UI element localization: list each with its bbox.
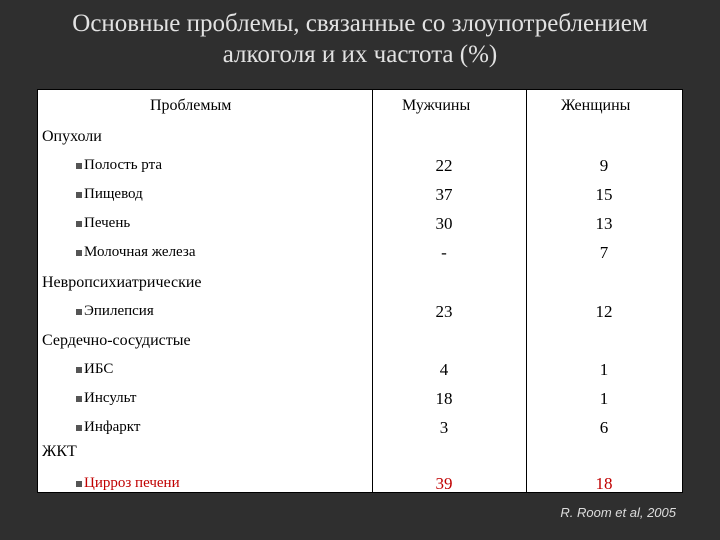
header-problems: Проблемым	[150, 97, 232, 114]
row-women-value: 7	[599, 243, 609, 262]
row-men-value: 23	[435, 302, 453, 321]
bullet-icon	[76, 425, 82, 431]
header-men: Мужчины	[402, 97, 471, 114]
table-row-highlighted: Цирроз печени 39 18	[38, 470, 682, 499]
table-row: Полость рта 22 9	[38, 152, 682, 181]
row-women-value: 1	[599, 389, 609, 408]
row-name: Молочная железа	[84, 244, 196, 260]
row-men-value: 4	[439, 360, 449, 379]
row-name: Печень	[84, 215, 131, 231]
table-row: ИБС 4 1	[38, 356, 682, 385]
bullet-icon	[76, 250, 82, 256]
bullet-icon	[76, 396, 82, 402]
row-women-value: 6	[599, 418, 609, 437]
category-gastrointestinal: ЖКТ	[42, 443, 77, 460]
bullet-icon	[76, 481, 82, 487]
row-women-value: 15	[595, 185, 613, 204]
bullet-icon	[76, 309, 82, 315]
row-men-value: 18	[435, 389, 453, 408]
source-citation: R. Room et al, 2005	[560, 505, 676, 520]
row-men-value: -	[441, 243, 447, 262]
table-row: Инсульт 18 1	[38, 385, 682, 414]
category-tumors: Опухоли	[42, 128, 102, 145]
row-men-value: 3	[439, 418, 449, 437]
table-row: Эпилепсия 23 12	[38, 298, 682, 327]
category-cardiovascular: Сердечно-сосудистые	[42, 332, 191, 349]
row-men-value: 37	[435, 185, 453, 204]
row-name: Эпилепсия	[84, 303, 154, 319]
row-name: Пищевод	[84, 186, 143, 202]
row-men-value: 30	[435, 214, 453, 233]
bullet-icon	[76, 163, 82, 169]
row-women-value: 18	[595, 474, 613, 493]
column-divider-1	[372, 90, 373, 492]
row-name: Цирроз печени	[84, 475, 180, 491]
bullet-icon	[76, 221, 82, 227]
row-women-value: 13	[595, 214, 613, 233]
column-divider-2	[526, 90, 527, 492]
row-name: ИБС	[84, 361, 114, 377]
bullet-icon	[76, 367, 82, 373]
row-women-value: 1	[599, 360, 609, 379]
header-women: Женщины	[561, 97, 631, 114]
title-line-1: Основные проблемы, связанные со злоупотр…	[72, 10, 648, 37]
row-men-value: 39	[435, 474, 453, 493]
table-row: Пищевод 37 15	[38, 181, 682, 210]
bullet-icon	[76, 192, 82, 198]
row-name: Полость рта	[84, 157, 162, 173]
row-name: Инсульт	[84, 390, 137, 406]
table-row: Печень 30 13	[38, 210, 682, 239]
row-men-value: 22	[435, 156, 453, 175]
table-row: Молочная железа - 7	[38, 239, 682, 268]
row-name: Инфаркт	[84, 419, 141, 435]
slide-title: Основные проблемы, связанные со злоупотр…	[0, 8, 720, 70]
title-line-2: алкоголя и их частота (%)	[222, 41, 498, 68]
category-neuropsychiatric: Невропсихиатрические	[42, 274, 202, 291]
row-women-value: 12	[595, 302, 613, 321]
row-women-value: 9	[599, 156, 609, 175]
problems-table: Проблемым Мужчины Женщины Опухоли Полост…	[37, 89, 683, 493]
table-row: Инфаркт 3 6	[38, 414, 682, 443]
